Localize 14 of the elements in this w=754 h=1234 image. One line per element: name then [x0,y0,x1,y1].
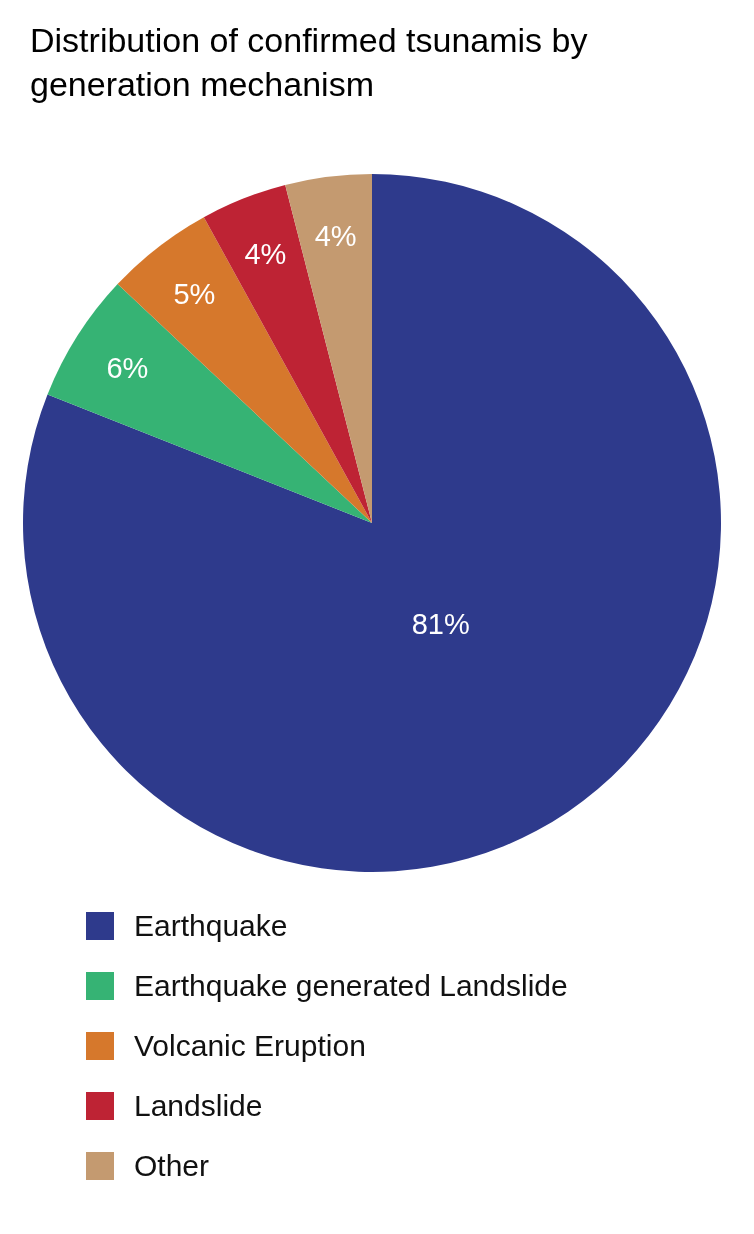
data-label: 81% [411,608,470,641]
pie-slice [23,174,721,872]
pie-slice [47,284,372,523]
data-label: 4% [244,237,287,270]
legend-label: Volcanic Eruption [134,1029,366,1063]
chart-title: Distribution of confirmed tsunamis by generation mechanism [29,20,589,105]
pie-slice [285,174,372,523]
legend-label: Earthquake generated Landslide [134,969,568,1003]
legend-label: Earthquake [134,909,288,943]
data-label: 5% [173,278,216,311]
legend-label: Landslide [134,1089,263,1123]
data-label: 4% [314,219,357,252]
data-label: 6% [106,351,149,384]
legend-label: Other [134,1149,210,1183]
